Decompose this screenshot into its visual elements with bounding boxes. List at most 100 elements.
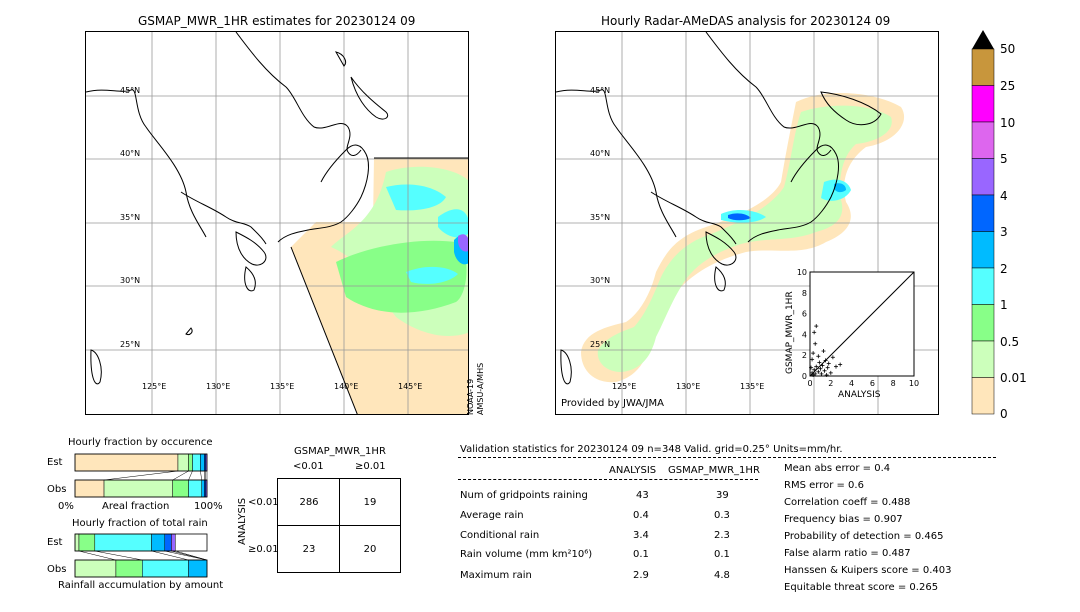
scatter-x-tick: 6: [870, 379, 875, 388]
radar-heavier-area-2: [728, 213, 751, 221]
scatter-point: [813, 341, 818, 346]
score-rms-error: RMS error = 0.6: [784, 480, 864, 491]
scatter-x-tick: 8: [891, 379, 896, 388]
validation-col-analysis: ANALYSIS: [609, 465, 657, 476]
rain-xlabel: Rainfall accumulation by amount: [58, 580, 224, 591]
occurrence-chart-title: Hourly fraction by occurence: [68, 437, 213, 448]
scatter-point: [814, 324, 819, 329]
rain-area-heavy-2: [406, 266, 458, 284]
radar-heavier-area-1: [834, 183, 846, 193]
colorbar-segment: [971, 85, 995, 123]
scatter-point: [823, 358, 828, 363]
rain-area-moderate: [336, 240, 467, 313]
colorbar-segment: [971, 340, 995, 378]
contingency-col-lt: <0.01: [293, 461, 324, 472]
colorbar-segment: [971, 304, 995, 342]
stacked-bar-connector: [188, 470, 193, 481]
colorbar-label-50: 50: [1000, 42, 1016, 56]
stacked-bar-connector: [104, 470, 178, 481]
validation-row-analysis: 0.4: [633, 510, 649, 521]
scatter-point: [812, 367, 817, 372]
scatter-point: [814, 364, 819, 369]
colorbar-segment: [971, 158, 995, 196]
scatter-y-tick: 10: [797, 268, 807, 277]
left-lon-label-125: 125°E: [142, 382, 167, 391]
contingency-row-ge: ≥0.01: [248, 544, 279, 555]
stacked-bar-segment: [188, 559, 208, 578]
left-map-title: GSMAP_MWR_1HR estimates for 20230124 09: [138, 14, 416, 28]
stacked-bar-segment: [78, 533, 96, 552]
left-lon-label-135: 135°E: [270, 382, 295, 391]
occurrence-est-label: Est: [47, 457, 63, 468]
stacked-bar-segment: [74, 533, 80, 552]
right-map-title: Hourly Radar-AMeDAS analysis for 2023012…: [601, 14, 891, 28]
scatter-point: [812, 330, 817, 335]
scatter-point: [810, 357, 815, 362]
scatter-x-tick: 2: [828, 379, 833, 388]
scatter-point: [830, 355, 835, 360]
stacked-bar-segment: [115, 559, 143, 578]
scatter-point: [810, 370, 815, 375]
rain-obs-label: Obs: [47, 564, 67, 575]
validation-row-gsmap: 4.8: [714, 570, 730, 581]
validation-row-analysis: 3.4: [633, 530, 649, 541]
stacked-bar-segment: [188, 479, 202, 498]
stacked-bar-connector: [151, 550, 189, 561]
colorbar-label-0: 0: [1000, 407, 1008, 421]
occurrence-bars: [74, 453, 208, 498]
stacked-bar-connector: [200, 470, 202, 481]
stacked-bar-connector: [94, 550, 143, 561]
score-correlation: Correlation coeff = 0.488: [784, 497, 911, 508]
colorbar-segment: [971, 231, 995, 269]
scatter-point: [825, 365, 830, 370]
stacked-bar-segment: [74, 479, 105, 498]
right-lat-label-40: 40°N: [590, 149, 611, 158]
stacked-bar-segment: [74, 559, 117, 578]
colorbar-label-0.01: 0.01: [1000, 371, 1027, 385]
validation-row-label: Average rain: [460, 510, 524, 521]
stacked-bar-segment: [171, 533, 176, 552]
rain-area-heavy-1: [386, 184, 446, 211]
scatter-point: [821, 349, 826, 354]
stacked-bar-segment: [142, 559, 189, 578]
right-lon-label-125: 125°E: [612, 382, 637, 391]
swath-edge: [290, 246, 358, 414]
validation-row-analysis: 0.1: [633, 549, 649, 560]
validation-row-label: Maximum rain: [460, 570, 532, 581]
scatter-x-tick: 10: [909, 379, 919, 388]
colorbar-label-10: 10: [1000, 116, 1016, 130]
scatter-point: [824, 372, 829, 377]
validation-row-gsmap: 39: [716, 490, 729, 501]
scatter-y-tick: 4: [802, 330, 807, 339]
score-far: False alarm ratio = 0.487: [784, 548, 911, 559]
scatter-point: [816, 369, 821, 374]
scatter-x-tick: 4: [849, 379, 854, 388]
validation-header: Validation statistics for 20230124 09 n=…: [460, 444, 843, 455]
scatter-point: [828, 370, 833, 375]
scatter-x-ticks: 0 2 4 6 8 10: [807, 379, 919, 388]
scatter-points: [809, 324, 843, 377]
stacked-bar-segment: [200, 453, 205, 472]
colorbar-label-2: 2: [1000, 262, 1008, 276]
score-ets: Equitable threat score = 0.265: [784, 582, 939, 593]
stacked-bar-segment: [74, 453, 179, 472]
scatter-point: [818, 366, 823, 371]
right-lat-label-35: 35°N: [590, 213, 611, 222]
validation-row-analysis: 2.9: [633, 570, 649, 581]
scatter-diagonal: [809, 271, 915, 377]
contingency-row-axis: ANALYSIS: [237, 497, 248, 545]
score-hk: Hanssen & Kuipers score = 0.403: [784, 565, 952, 576]
scatter-point: [820, 363, 825, 368]
left-lat-label-25: 25°N: [120, 340, 141, 349]
left-lon-label-140: 140°E: [334, 382, 359, 391]
score-pod: Probability of detection = 0.465: [784, 531, 944, 542]
rain-chart-title: Hourly fraction of total rain: [72, 518, 208, 529]
validation-row-label: Num of gridpoints raining: [460, 490, 588, 501]
rain-est-label: Est: [47, 537, 63, 548]
right-lon-label-130: 130°E: [676, 382, 701, 391]
stacked-bar-frame: [74, 453, 208, 472]
occurrence-xlabel-right: 100%: [194, 501, 223, 512]
right-lat-label-45: 45°N: [590, 86, 611, 95]
score-mean-abs-error: Mean abs error = 0.4: [784, 463, 891, 474]
left-map-coastlines: [86, 32, 389, 385]
